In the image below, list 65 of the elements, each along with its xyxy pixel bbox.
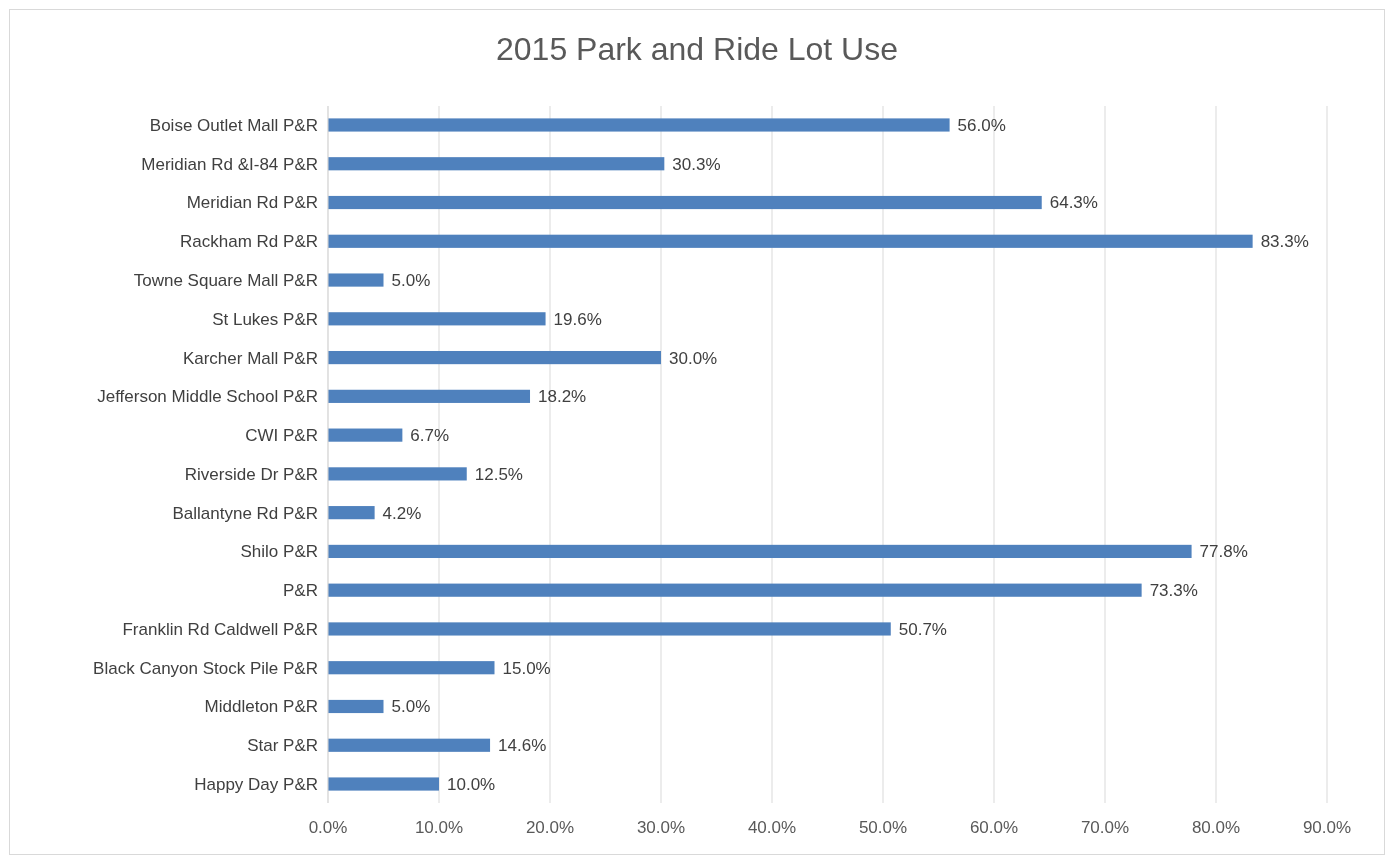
y-tick-label: P&R bbox=[283, 581, 318, 601]
data-label: 15.0% bbox=[502, 658, 551, 678]
bar bbox=[328, 622, 891, 636]
x-tick-label: 40.0% bbox=[747, 818, 797, 837]
data-label: 5.0% bbox=[391, 271, 431, 290]
data-label: 4.2% bbox=[382, 503, 422, 523]
y-tick-label: Towne Square Mall P&R bbox=[133, 271, 318, 290]
data-label: 5.0% bbox=[391, 697, 431, 717]
y-tick-label: Jefferson Middle School P&R bbox=[97, 387, 318, 407]
y-tick-label: Riverside Dr P&R bbox=[184, 464, 318, 484]
bar bbox=[328, 583, 1142, 597]
data-label: 14.6% bbox=[498, 736, 547, 756]
y-tick-label: Ballantyne Rd P&R bbox=[172, 503, 318, 523]
bar bbox=[328, 428, 403, 442]
bar bbox=[328, 389, 531, 403]
bar bbox=[328, 661, 495, 675]
y-tick-label: Happy Day P&R bbox=[194, 774, 318, 794]
bar bbox=[328, 157, 665, 171]
bar bbox=[328, 699, 384, 714]
chart-title: 2015 Park and Ride Lot Use bbox=[495, 31, 899, 67]
data-label: 30.0% bbox=[669, 348, 718, 368]
bar bbox=[328, 118, 950, 132]
x-tick-label: 10.0% bbox=[414, 818, 464, 837]
y-tick-label: Meridian Rd &I-84 P&R bbox=[141, 154, 318, 174]
data-label: 73.3% bbox=[1149, 581, 1198, 601]
y-tick-label: Meridian Rd P&R bbox=[186, 193, 318, 213]
x-tick-label: 90.0% bbox=[1302, 818, 1352, 837]
x-tick-label: 80.0% bbox=[1191, 818, 1241, 837]
data-label: 10.0% bbox=[447, 774, 496, 794]
data-label: 83.3% bbox=[1260, 232, 1309, 252]
bar bbox=[328, 738, 491, 752]
bar bbox=[328, 234, 1253, 248]
data-label: 77.8% bbox=[1199, 542, 1248, 562]
bar bbox=[328, 506, 375, 520]
x-tick-label: 30.0% bbox=[636, 818, 686, 837]
y-tick-label: Black Canyon Stock Pile P&R bbox=[93, 658, 318, 678]
bar bbox=[328, 544, 1192, 559]
x-tick-label: 0.0% bbox=[308, 818, 348, 837]
data-label: 56.0% bbox=[957, 115, 1006, 135]
y-tick-label: Rackham Rd P&R bbox=[180, 232, 318, 252]
x-tick-label: 20.0% bbox=[525, 818, 575, 837]
y-tick-label: Shilo P&R bbox=[240, 542, 318, 562]
y-tick-label: Boise Outlet Mall P&R bbox=[149, 115, 318, 135]
bar bbox=[328, 312, 546, 326]
y-tick-label: St Lukes P&R bbox=[212, 309, 318, 329]
y-tick-label: Franklin Rd Caldwell P&R bbox=[122, 619, 318, 639]
y-tick-label: Middleton P&R bbox=[204, 697, 318, 717]
y-tick-label: Karcher Mall P&R bbox=[182, 348, 318, 368]
y-tick-label: Star P&R bbox=[247, 736, 318, 756]
data-label: 30.3% bbox=[672, 154, 721, 174]
bar bbox=[328, 195, 1042, 210]
x-tick-label: 60.0% bbox=[969, 818, 1019, 837]
x-tick-label: 50.0% bbox=[858, 818, 908, 837]
bar bbox=[328, 777, 439, 791]
bar bbox=[328, 467, 467, 481]
y-tick-label: CWI P&R bbox=[245, 426, 318, 446]
data-label: 6.7% bbox=[410, 426, 450, 446]
bar bbox=[328, 350, 661, 365]
data-label: 50.7% bbox=[898, 619, 947, 639]
x-tick-label: 70.0% bbox=[1080, 818, 1130, 837]
data-label: 19.6% bbox=[553, 309, 602, 329]
bar bbox=[328, 273, 384, 287]
data-label: 12.5% bbox=[474, 464, 523, 484]
data-label: 18.2% bbox=[538, 387, 587, 407]
data-label: 64.3% bbox=[1049, 193, 1098, 213]
